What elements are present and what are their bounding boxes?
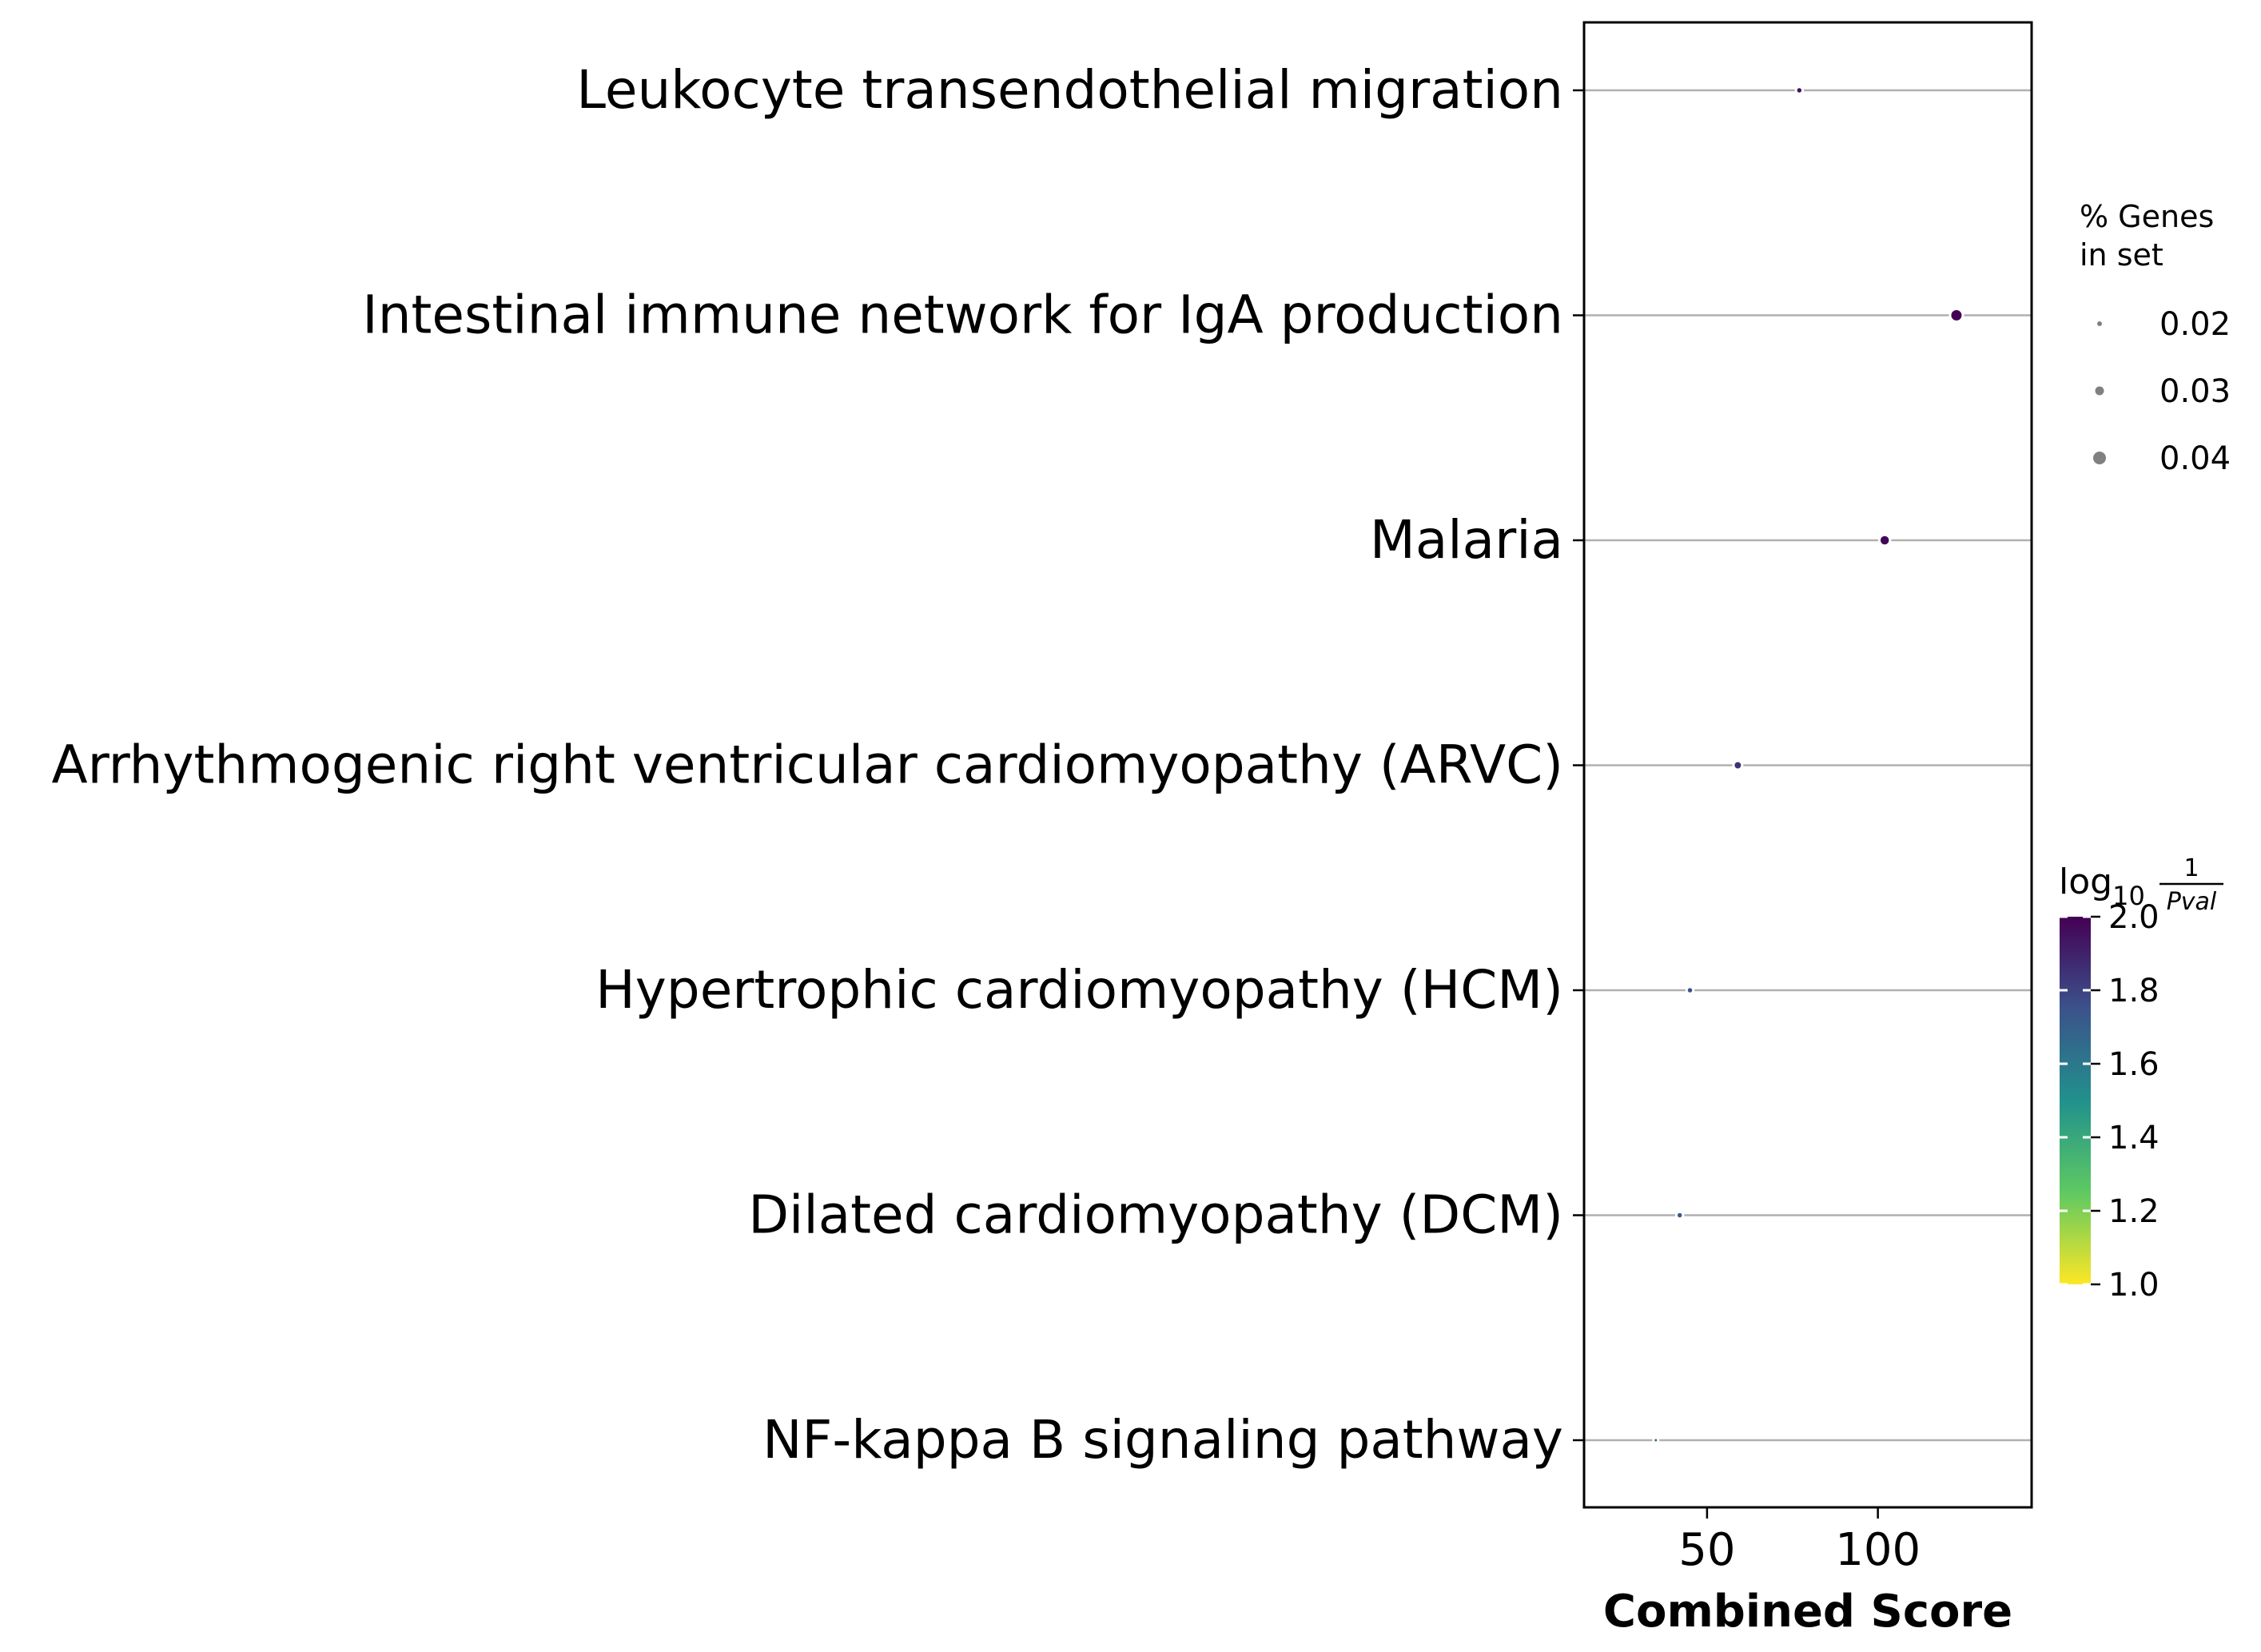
- colorbar-gradient: [2060, 917, 2091, 1284]
- colorbar-tick-label: 1.6: [2108, 1046, 2159, 1083]
- size-legend-label: 0.04: [2159, 440, 2231, 477]
- data-point: [1674, 1210, 1685, 1220]
- data-point: [1732, 759, 1744, 771]
- size-legend-entries: 0.02 0.03 0.04: [2093, 306, 2231, 477]
- y-tick-label: Intestinal immune network for IgA produc…: [362, 285, 1563, 346]
- x-ticks: 50 100: [1678, 1507, 1921, 1576]
- colorbar-tick-label: 1.2: [2108, 1193, 2159, 1230]
- colorbar-ticks: 1.0 1.2 1.4 1.6 1.8 2.0: [2060, 899, 2159, 1304]
- y-tick-label: Malaria: [1370, 509, 1563, 571]
- y-tick-marks: [1573, 89, 1584, 1442]
- data-point: [1652, 1436, 1660, 1444]
- x-tick-label: 50: [1678, 1524, 1735, 1576]
- size-legend-marker: [2093, 452, 2106, 464]
- colorbar-title-denominator: Pval: [2167, 888, 2217, 916]
- y-tick-labels: Leukocyte transendothelial migration Inte…: [52, 59, 1563, 1471]
- size-legend-marker: [2097, 321, 2102, 326]
- data-point: [1949, 308, 1964, 323]
- data-point: [1794, 86, 1805, 95]
- colorbar-tick-label: 1.0: [2108, 1267, 2159, 1304]
- y-tick-label: NF-kappa B signaling pathway: [762, 1409, 1563, 1471]
- size-legend-label: 0.03: [2159, 373, 2231, 410]
- colorbar-title-log: log: [2059, 862, 2112, 902]
- size-legend-label: 0.02: [2159, 306, 2231, 343]
- plot-frame: [1582, 21, 2033, 1509]
- colorbar-tick-label: 1.4: [2108, 1120, 2159, 1156]
- colorbar-title-sub: 10: [2112, 881, 2145, 911]
- x-tick-label: 100: [1835, 1524, 1921, 1576]
- colorbar: log10 1 Pval 1.0 1.2 1.4 1.6 1.8 2.0: [2059, 854, 2223, 1304]
- y-tick-label: Arrhythmogenic right ventricular cardiom…: [52, 734, 1563, 796]
- size-legend-title-line1: % Genes: [2080, 199, 2214, 234]
- y-tick-label: Hypertrophic cardiomyopathy (HCM): [595, 959, 1563, 1021]
- size-legend-marker: [2095, 386, 2104, 396]
- size-legend-title-line2: in set: [2080, 237, 2163, 273]
- data-point: [1685, 985, 1695, 995]
- colorbar-title: log10: [2059, 862, 2145, 911]
- data-point: [1877, 533, 1892, 547]
- y-tick-label: Dilated cardiomyopathy (DCM): [748, 1184, 1563, 1246]
- gridlines: [1584, 89, 2032, 1442]
- colorbar-tick-label: 1.8: [2108, 973, 2159, 1009]
- x-axis-label: Combined Score: [1603, 1586, 2012, 1638]
- colorbar-title-numerator: 1: [2183, 854, 2199, 882]
- data-points: [1652, 86, 1964, 1444]
- colorbar-tick-label: 2.0: [2108, 899, 2159, 936]
- size-legend: % Genes in set 0.02 0.03 0.04: [2080, 199, 2231, 477]
- y-tick-label: Leukocyte transendothelial migration: [576, 59, 1563, 121]
